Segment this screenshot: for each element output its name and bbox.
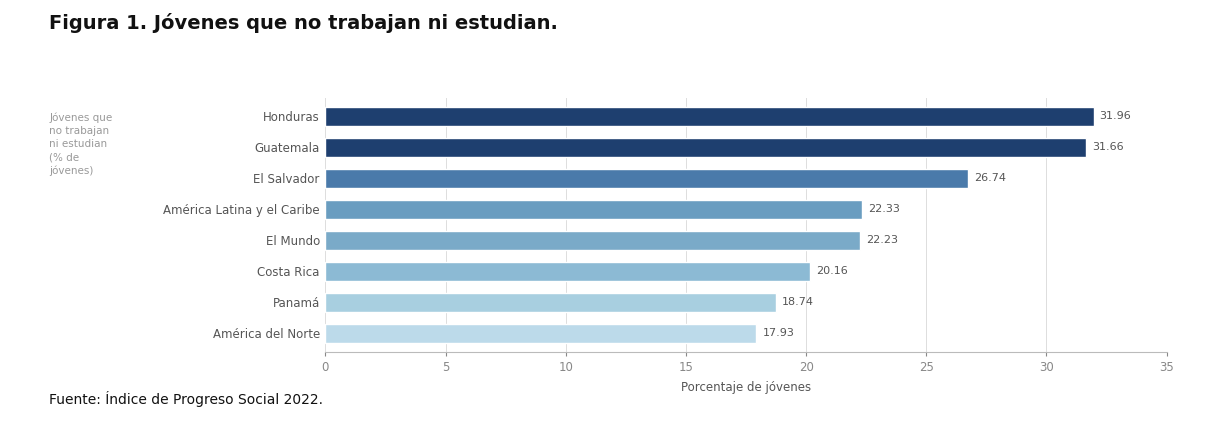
Text: 31.96: 31.96	[1099, 111, 1131, 121]
Bar	[325, 324, 756, 343]
Text: 22.23: 22.23	[866, 235, 898, 245]
Text: Fuente: Índice de Progreso Social 2022.: Fuente: Índice de Progreso Social 2022.	[49, 391, 323, 407]
Bar	[325, 293, 776, 312]
Text: 17.93: 17.93	[763, 328, 795, 338]
Bar	[325, 231, 860, 250]
Bar	[325, 106, 1094, 126]
Bar	[325, 169, 968, 188]
Bar	[325, 200, 862, 219]
Text: Jóvenes que
no trabajan
ni estudian
(% de
jóvenes): Jóvenes que no trabajan ni estudian (% d…	[49, 112, 113, 176]
Text: 18.74: 18.74	[782, 297, 814, 307]
Text: Figura 1. Jóvenes que no trabajan ni estudian.: Figura 1. Jóvenes que no trabajan ni est…	[49, 13, 558, 33]
Bar	[325, 262, 810, 281]
X-axis label: Porcentaje de jóvenes: Porcentaje de jóvenes	[682, 381, 810, 394]
Text: 20.16: 20.16	[815, 266, 847, 276]
Text: 22.33: 22.33	[868, 204, 900, 214]
Bar	[325, 137, 1087, 157]
Text: 31.66: 31.66	[1093, 142, 1124, 152]
Text: 26.74: 26.74	[974, 173, 1006, 183]
